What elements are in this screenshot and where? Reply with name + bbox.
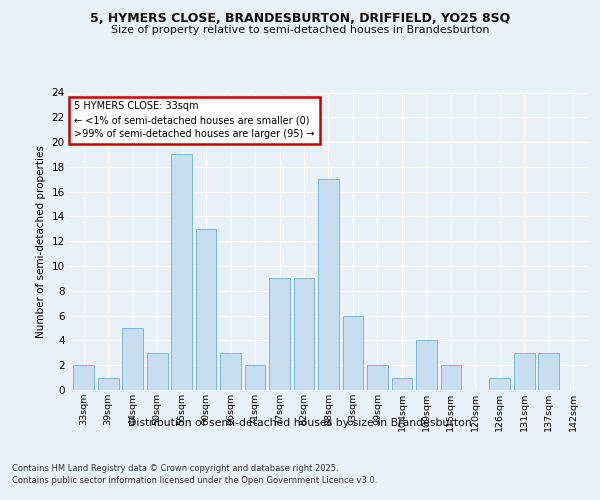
Bar — [73, 365, 94, 390]
Bar — [416, 340, 437, 390]
Bar — [440, 365, 461, 390]
Bar — [122, 328, 143, 390]
Bar — [392, 378, 412, 390]
Bar — [490, 378, 510, 390]
Text: 5 HYMERS CLOSE: 33sqm
← <1% of semi-detached houses are smaller (0)
>99% of semi: 5 HYMERS CLOSE: 33sqm ← <1% of semi-deta… — [74, 102, 314, 140]
Bar — [367, 365, 388, 390]
Bar — [514, 353, 535, 390]
Bar — [220, 353, 241, 390]
Bar — [343, 316, 364, 390]
Bar — [245, 365, 265, 390]
Y-axis label: Number of semi-detached properties: Number of semi-detached properties — [36, 145, 46, 338]
Text: Contains public sector information licensed under the Open Government Licence v3: Contains public sector information licen… — [12, 476, 377, 485]
Bar — [196, 229, 217, 390]
Bar — [147, 353, 167, 390]
Text: Contains HM Land Registry data © Crown copyright and database right 2025.: Contains HM Land Registry data © Crown c… — [12, 464, 338, 473]
Text: 5, HYMERS CLOSE, BRANDESBURTON, DRIFFIELD, YO25 8SQ: 5, HYMERS CLOSE, BRANDESBURTON, DRIFFIEL… — [90, 12, 510, 26]
Bar — [318, 180, 339, 390]
Bar — [293, 278, 314, 390]
Bar — [538, 353, 559, 390]
Bar — [98, 378, 119, 390]
Text: Size of property relative to semi-detached houses in Brandesburton: Size of property relative to semi-detach… — [111, 25, 489, 35]
Bar — [171, 154, 192, 390]
Bar — [269, 278, 290, 390]
Text: Distribution of semi-detached houses by size in Brandesburton: Distribution of semi-detached houses by … — [128, 418, 472, 428]
